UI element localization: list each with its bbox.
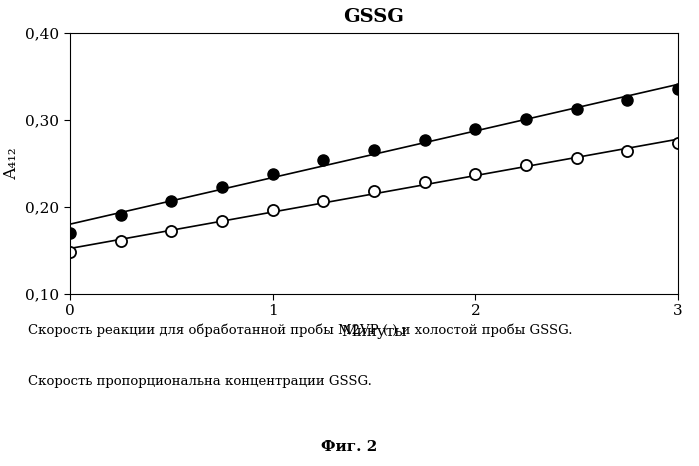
- Text: Скорость реакции для обработанной пробы M2VP ( ) и холостой пробы GSSG.: Скорость реакции для обработанной пробы …: [28, 324, 572, 337]
- X-axis label: Минуты: Минуты: [341, 325, 407, 339]
- Title: GSSG: GSSG: [343, 7, 405, 26]
- Y-axis label: А₄₁₂: А₄₁₂: [3, 147, 20, 179]
- Text: Фиг. 2: Фиг. 2: [322, 440, 377, 454]
- Text: Скорость пропорциональна концентрации GSSG.: Скорость пропорциональна концентрации GS…: [28, 375, 372, 388]
